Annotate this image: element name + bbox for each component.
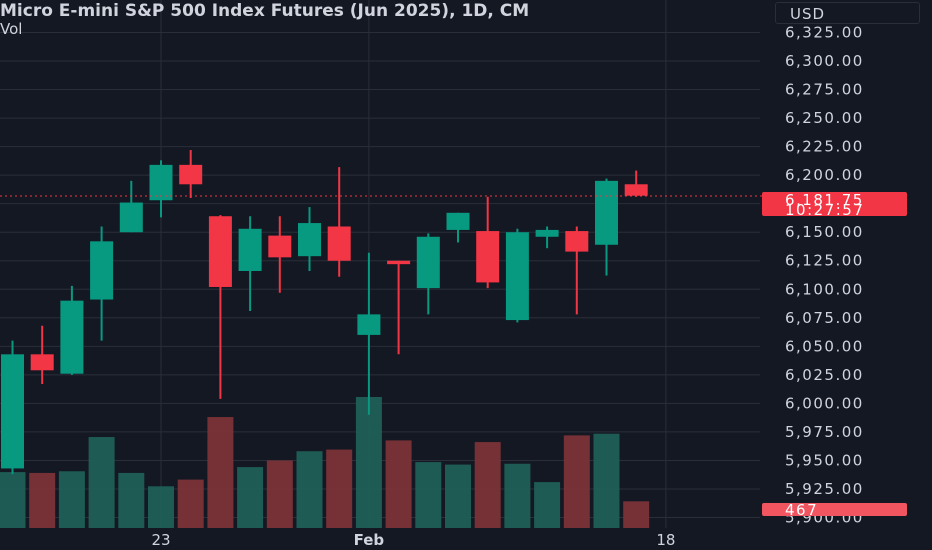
price-tick-label: 6,275.00: [785, 81, 864, 99]
candle-body: [119, 202, 143, 233]
chart-title: Micro E-mini S&P 500 Index Futures (Jun …: [0, 2, 770, 38]
volume-bar: [148, 486, 174, 528]
candle-body: [476, 231, 500, 283]
price-tick-label: 6,050.00: [785, 337, 864, 355]
last-volume-tag: [762, 503, 907, 516]
volume-bar: [58, 471, 85, 528]
candle-body: [179, 164, 203, 185]
last-volume-text: 467: [785, 501, 818, 519]
volume-bar: [88, 437, 115, 528]
volume-bar: [207, 417, 234, 528]
price-axis[interactable]: 6,325.00 6,300.00 6,275.00 6,250.00 6,225.00…: [785, 24, 864, 527]
volume-bar: [534, 482, 561, 528]
candle-body: [624, 184, 648, 196]
last-price-text: 6,181.75: [785, 191, 864, 209]
volume-bar: [385, 440, 412, 528]
volume-bar: [296, 451, 323, 528]
candle-body: [595, 180, 618, 245]
candle-body: [505, 232, 529, 321]
volume-bar: [266, 460, 293, 528]
candle-body: [238, 228, 262, 272]
volume-bar: [445, 464, 471, 528]
price-tick-label: 6,200.00: [785, 166, 864, 184]
candle-body: [1, 354, 24, 469]
time-axis[interactable]: 23 Feb 18: [151, 531, 675, 549]
countdown-text: 10:27:57: [785, 201, 864, 219]
candle-body: [268, 235, 292, 258]
price-tick-label: 5,975.00: [785, 423, 864, 441]
volume-bar: [504, 463, 531, 528]
volume-bar: [0, 472, 26, 528]
time-tick-label: 18: [656, 531, 675, 549]
volume-bar: [326, 449, 353, 528]
volume-bar: [474, 442, 501, 528]
price-tick-label: 6,125.00: [785, 252, 864, 270]
candle-body: [357, 314, 381, 335]
volume-bar: [623, 501, 650, 528]
volume-bar: [237, 467, 264, 528]
time-tick-label: 23: [151, 531, 170, 549]
currency-button[interactable]: USD: [775, 2, 920, 24]
price-tick-label: 6,150.00: [785, 223, 864, 241]
price-tick-label: 5,925.00: [785, 480, 864, 498]
price-tick-label: 6,225.00: [785, 138, 864, 156]
volume-bar: [29, 472, 56, 528]
price-tick-label: 6,075.00: [785, 309, 864, 327]
symbol-title[interactable]: Micro E-mini S&P 500 Index Futures (Jun …: [0, 2, 530, 21]
price-tick-label: 6,100.00: [785, 280, 864, 298]
candle-body: [327, 226, 351, 261]
candle-body: [416, 236, 440, 289]
candle-body: [149, 164, 173, 201]
volume-bar: [355, 397, 382, 528]
volume-bar: [118, 472, 145, 528]
volume-bars: [0, 397, 650, 528]
volume-bar: [563, 435, 590, 528]
volume-bar: [593, 433, 620, 528]
candle-body: [446, 212, 470, 230]
candlesticks: [1, 150, 648, 475]
candle-body: [90, 241, 114, 300]
candle-body: [535, 229, 559, 237]
candle-body: [208, 216, 232, 287]
candle-body: [60, 300, 84, 374]
price-tick-label: 6,025.00: [785, 366, 864, 384]
price-tick-label: 6,250.00: [785, 109, 864, 127]
volume-bar: [177, 479, 204, 528]
price-tick-label: 5,950.00: [785, 451, 864, 469]
price-tick-label: 6,325.00: [785, 24, 864, 42]
candle-body: [30, 354, 54, 371]
last-price-tag: [762, 192, 907, 216]
volume-bar: [415, 462, 442, 528]
price-tick-label: 6,000.00: [785, 394, 864, 412]
candle-body: [387, 260, 411, 265]
volume-legend[interactable]: Vol: [0, 20, 23, 38]
price-tick-label: 6,300.00: [785, 52, 864, 70]
candle-body: [298, 223, 321, 257]
time-tick-label: Feb: [354, 531, 385, 549]
candle-body: [565, 231, 589, 252]
